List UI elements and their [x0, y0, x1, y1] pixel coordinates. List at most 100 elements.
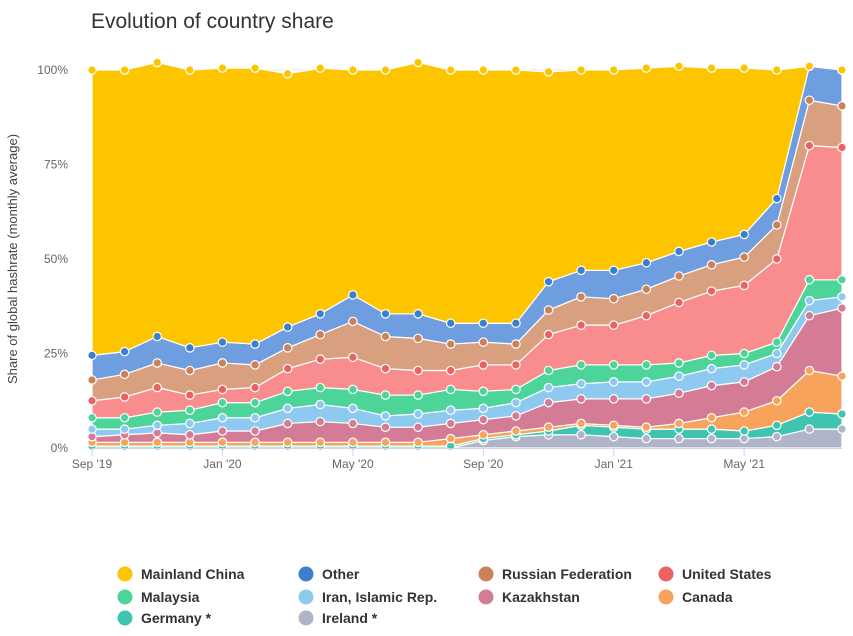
legend-item-canada[interactable]: Canada [658, 589, 733, 605]
point-malaysia[interactable] [282, 386, 293, 397]
point-iran-islamic-rep[interactable] [282, 403, 293, 414]
point-russian-federation[interactable] [804, 95, 815, 106]
point-iran-islamic-rep[interactable] [250, 412, 260, 423]
point-united-states[interactable] [380, 363, 391, 374]
point-mainland-china[interactable] [119, 65, 130, 75]
point-iran-islamic-rep[interactable] [739, 360, 749, 370]
point-iran-islamic-rep[interactable] [608, 377, 619, 387]
point-united-states[interactable] [315, 354, 326, 364]
point-united-states[interactable] [445, 365, 456, 376]
point-other[interactable] [641, 257, 652, 268]
point-malaysia[interactable] [478, 386, 489, 397]
point-kazakhstan[interactable] [543, 397, 554, 408]
point-malaysia[interactable] [152, 407, 163, 417]
point-canada[interactable] [380, 437, 391, 448]
point-other[interactable] [152, 331, 163, 342]
legend-item-other[interactable]: Other [298, 566, 360, 582]
point-united-states[interactable] [641, 310, 652, 321]
point-malaysia[interactable] [674, 358, 684, 368]
point-mainland-china[interactable] [771, 65, 782, 75]
point-malaysia[interactable] [804, 274, 815, 285]
point-kazakhstan[interactable] [380, 422, 391, 433]
point-kazakhstan[interactable] [804, 310, 815, 321]
point-canada[interactable] [511, 426, 521, 436]
point-russian-federation[interactable] [87, 375, 97, 385]
point-other[interactable] [413, 309, 423, 319]
point-mainland-china[interactable] [511, 65, 521, 75]
point-iran-islamic-rep[interactable] [445, 405, 456, 415]
point-canada[interactable] [152, 437, 163, 448]
point-mainland-china[interactable] [543, 67, 554, 77]
point-ireland[interactable] [837, 424, 847, 434]
legend-item-germany[interactable]: Germany * [117, 610, 212, 626]
point-malaysia[interactable] [87, 412, 97, 423]
point-russian-federation[interactable] [315, 329, 326, 340]
point-united-states[interactable] [771, 254, 782, 264]
point-kazakhstan[interactable] [706, 380, 717, 391]
point-mainland-china[interactable] [315, 63, 326, 73]
point-iran-islamic-rep[interactable] [185, 418, 195, 429]
point-mainland-china[interactable] [185, 65, 195, 75]
point-iran-islamic-rep[interactable] [478, 403, 489, 414]
point-russian-federation[interactable] [511, 339, 521, 349]
point-malaysia[interactable] [771, 337, 782, 347]
point-united-states[interactable] [413, 365, 423, 376]
point-kazakhstan[interactable] [511, 411, 521, 421]
point-canada[interactable] [706, 412, 717, 423]
point-other[interactable] [511, 318, 521, 329]
point-united-states[interactable] [608, 320, 619, 330]
point-malaysia[interactable] [413, 390, 423, 400]
point-ireland[interactable] [674, 433, 684, 444]
point-mainland-china[interactable] [478, 65, 489, 75]
legend-item-russian-federation[interactable]: Russian Federation [478, 566, 632, 582]
point-iran-islamic-rep[interactable] [315, 399, 326, 410]
point-united-states[interactable] [511, 360, 521, 370]
point-iran-islamic-rep[interactable] [119, 424, 130, 434]
point-canada[interactable] [804, 365, 815, 376]
point-malaysia[interactable] [250, 397, 260, 408]
point-kazakhstan[interactable] [315, 416, 326, 427]
point-russian-federation[interactable] [608, 293, 619, 304]
point-germany[interactable] [837, 409, 847, 419]
point-mainland-china[interactable] [674, 61, 684, 72]
point-other[interactable] [250, 339, 260, 349]
point-germany[interactable] [804, 407, 815, 417]
point-kazakhstan[interactable] [771, 361, 782, 372]
point-malaysia[interactable] [348, 384, 358, 395]
point-russian-federation[interactable] [837, 101, 847, 111]
point-united-states[interactable] [348, 352, 358, 363]
point-kazakhstan[interactable] [282, 418, 293, 429]
point-russian-federation[interactable] [543, 305, 554, 315]
point-malaysia[interactable] [217, 397, 228, 408]
point-canada[interactable] [543, 422, 554, 433]
point-iran-islamic-rep[interactable] [837, 291, 847, 302]
point-other[interactable] [185, 343, 195, 353]
point-mainland-china[interactable] [413, 57, 423, 68]
point-russian-federation[interactable] [771, 220, 782, 230]
point-iran-islamic-rep[interactable] [152, 420, 163, 431]
point-kazakhstan[interactable] [576, 394, 586, 404]
point-united-states[interactable] [119, 392, 130, 402]
point-malaysia[interactable] [315, 382, 326, 393]
point-iran-islamic-rep[interactable] [511, 397, 521, 408]
point-russian-federation[interactable] [674, 271, 684, 281]
point-russian-federation[interactable] [119, 369, 130, 380]
legend-item-kazakhstan[interactable]: Kazakhstan [478, 589, 580, 605]
point-united-states[interactable] [282, 363, 293, 374]
point-united-states[interactable] [706, 286, 717, 296]
point-germany[interactable] [771, 420, 782, 431]
point-iran-islamic-rep[interactable] [87, 424, 97, 434]
point-malaysia[interactable] [739, 348, 749, 359]
point-russian-federation[interactable] [348, 316, 358, 327]
point-iran-islamic-rep[interactable] [348, 403, 358, 414]
point-kazakhstan[interactable] [641, 394, 652, 404]
point-russian-federation[interactable] [641, 284, 652, 295]
point-malaysia[interactable] [185, 405, 195, 415]
point-kazakhstan[interactable] [739, 377, 749, 387]
point-canada[interactable] [478, 429, 489, 440]
point-iran-islamic-rep[interactable] [804, 295, 815, 306]
point-mainland-china[interactable] [87, 65, 97, 75]
point-mainland-china[interactable] [445, 65, 456, 75]
point-russian-federation[interactable] [380, 331, 391, 342]
legend-item-malaysia[interactable]: Malaysia [117, 589, 200, 605]
